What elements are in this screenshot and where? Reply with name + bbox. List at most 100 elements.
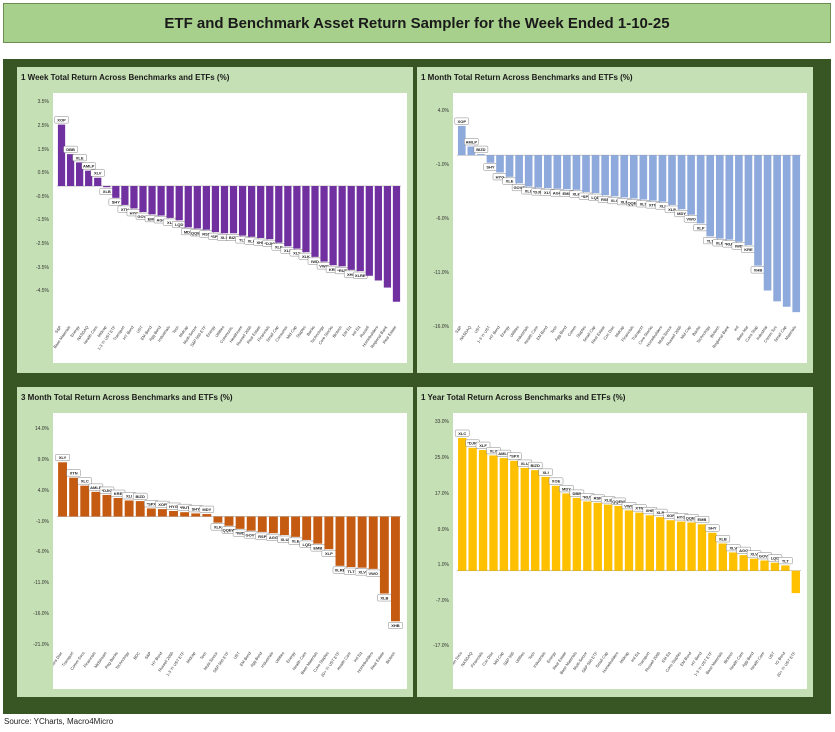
svg-text:LQD: LQD [771, 556, 780, 561]
y-tick-label: -0.5% [35, 193, 49, 200]
bar [725, 155, 734, 240]
bar [392, 186, 401, 302]
bar [91, 491, 101, 517]
x-category-label: UST [473, 324, 482, 334]
source-note: Source: YCharts, Macro4Micro [4, 717, 114, 726]
svg-text:*RUT: *RUT [582, 494, 592, 499]
svg-text:XHB: XHB [391, 623, 400, 628]
bar [524, 155, 533, 187]
plot-area: XOP S&P AMLP NASDAQ BIZD UST SHY 1-3 Yr UST HYG H… [433, 93, 807, 363]
svg-text:QQEV: QQEV [686, 515, 698, 520]
bar [338, 186, 346, 267]
x-category-label: Intl [733, 325, 740, 332]
bar [202, 186, 210, 230]
y-tick-label: -1.0% [435, 161, 449, 168]
bar [763, 155, 772, 291]
svg-text:XLV: XLV [358, 570, 366, 575]
bar [157, 186, 165, 216]
bar [510, 460, 519, 571]
bar [85, 170, 93, 187]
bar [229, 186, 238, 234]
bar [184, 186, 192, 228]
svg-text:XLE: XLE [292, 539, 300, 544]
bar-data-label: LQD [299, 540, 314, 548]
y-tick-label: -2.5% [35, 241, 49, 248]
svg-text:RSP: RSP [202, 232, 211, 237]
bar [563, 155, 571, 190]
x-category-label: EM Eq [661, 651, 672, 664]
y-tick-label: -6.0% [435, 216, 449, 223]
svg-text:XLB: XLB [380, 595, 388, 600]
y-tick-label: 4.0% [437, 107, 449, 114]
bar [157, 509, 167, 517]
svg-text:XLK: XLK [572, 192, 580, 197]
svg-text:*DJIC: *DJIC [102, 488, 113, 493]
bar [649, 155, 657, 201]
bar [541, 476, 550, 571]
svg-text:QQEW: QQEW [191, 230, 204, 235]
y-tick-label: 2.5% [37, 122, 49, 129]
bar-data-label: XHB [388, 622, 403, 629]
bar [553, 155, 562, 189]
svg-text:SHY: SHY [486, 165, 495, 170]
svg-text:HYG: HYG [130, 210, 139, 215]
bar [656, 517, 665, 571]
bar-data-label: TLT [778, 557, 793, 565]
plot-area: XOP S&P DBB Base Materials XLE Energy AMLP NASD… [36, 93, 407, 363]
svg-text:GOVT: GOVT [513, 185, 525, 190]
bar [66, 154, 75, 187]
bar [687, 522, 696, 571]
svg-text:XTN: XTN [635, 506, 643, 511]
bar [275, 186, 283, 243]
bar [146, 508, 156, 517]
svg-text:XLC: XLC [458, 431, 466, 436]
svg-text:XLP: XLP [668, 207, 676, 212]
x-category-label: Utilities [508, 325, 519, 338]
bar-data-label: XLF [475, 441, 491, 449]
svg-text:XLE: XLE [604, 498, 612, 503]
bar-data-label: XLB [377, 594, 392, 602]
bar [781, 565, 790, 571]
bar [379, 516, 389, 594]
bar [486, 155, 495, 163]
svg-text:AMLP: AMLP [498, 451, 510, 456]
bar-data-label: XHB [750, 266, 766, 274]
svg-text:HYG: HYG [169, 504, 178, 509]
y-tick-label: -21.0% [33, 641, 49, 648]
x-category-label: Intl Eq [352, 651, 363, 663]
y-tick-label: -16.0% [33, 611, 49, 618]
bar [257, 186, 265, 238]
svg-text:AGG: AGG [553, 191, 562, 196]
bar-data-label: XLE [72, 154, 87, 162]
chart-title: 1 Month Total Return Across Benchmarks a… [421, 73, 633, 82]
svg-text:RSP: RSP [258, 534, 267, 539]
bar [515, 155, 523, 184]
svg-text:LQD: LQD [302, 542, 311, 547]
svg-text:XLK: XLK [214, 525, 222, 530]
svg-text:XLE: XLE [76, 155, 84, 160]
bar [211, 186, 220, 233]
plot-area: XLY Cons Disc XTN Transport XLC Comm Svcs AMLP… [33, 413, 407, 689]
bar [112, 186, 120, 198]
bar [706, 155, 715, 237]
chart-title: 1 Year Total Return Across Benchmarks an… [421, 393, 626, 402]
bar [696, 155, 705, 224]
svg-text:XHB: XHB [347, 272, 356, 277]
bar [749, 558, 759, 571]
bar [572, 497, 582, 571]
svg-text:*RUT: *RUT [724, 242, 734, 247]
y-tick-label: 3.5% [37, 99, 49, 106]
bar [729, 552, 738, 571]
svg-text:AMLP: AMLP [466, 139, 478, 144]
svg-text:TLT: TLT [782, 558, 790, 563]
y-tick-label: 1.0% [437, 562, 449, 569]
bar [235, 516, 245, 529]
bar [80, 485, 90, 517]
bar [582, 155, 590, 192]
svg-text:DBB: DBB [66, 147, 75, 152]
bar [708, 532, 717, 571]
x-category-label: Intl Eq [350, 325, 361, 337]
svg-text:RSP: RSP [601, 197, 610, 202]
x-category-label: S&P [143, 650, 152, 660]
chart-title: 1 Week Total Return Across Benchmarks an… [21, 73, 230, 82]
